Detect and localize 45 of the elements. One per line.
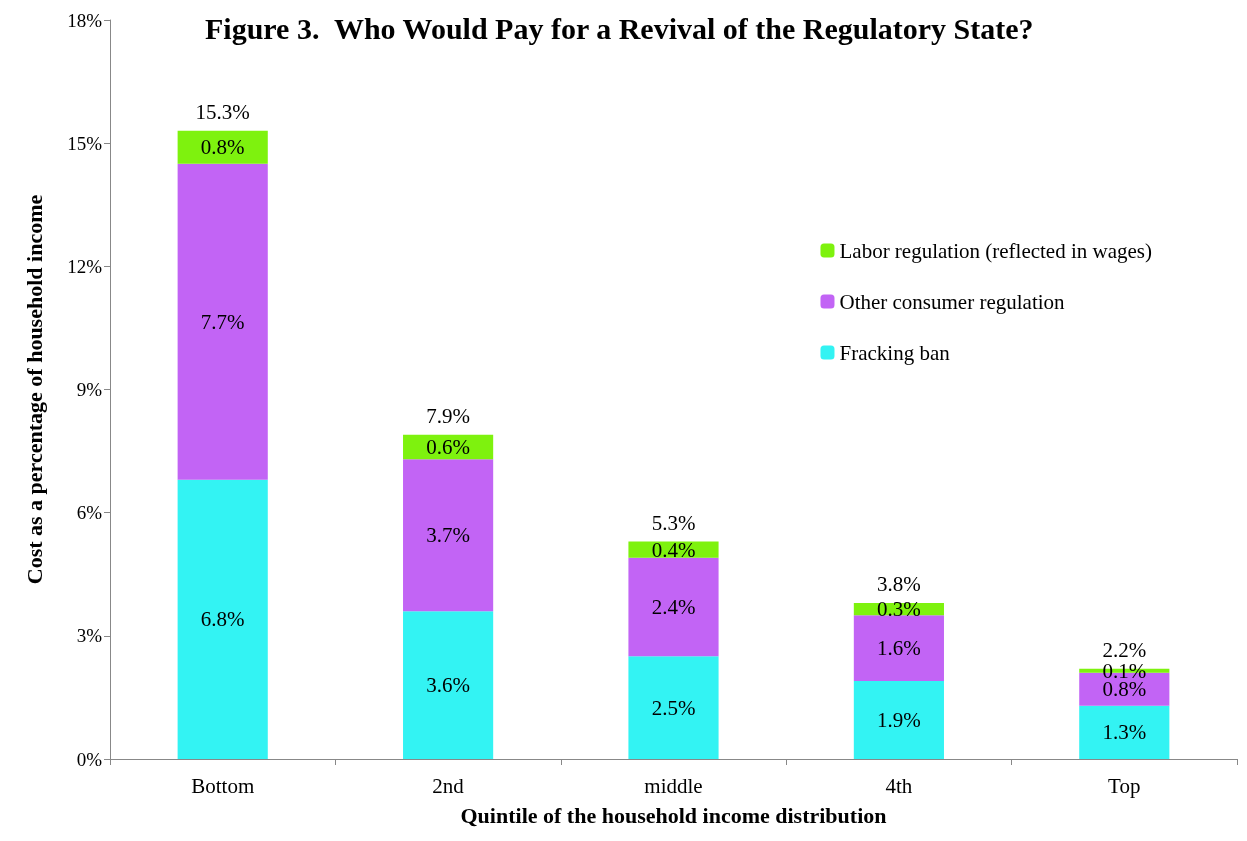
bar bbox=[177, 479, 268, 759]
legend-label: Labor regulation (reflected in wages) bbox=[839, 238, 1153, 263]
y-tick-label: 3% bbox=[76, 625, 103, 647]
x-tick-label: Bottom bbox=[191, 773, 255, 798]
bar bbox=[853, 615, 944, 681]
legend-label: Other consumer regulation bbox=[839, 289, 1066, 314]
total-label: 5.3% bbox=[651, 510, 696, 535]
data-label: 3.6% bbox=[426, 673, 470, 698]
x-axis-title: Quintile of the household income distribution bbox=[460, 802, 887, 828]
x-tick-label: 2nd bbox=[432, 773, 465, 798]
bar bbox=[177, 130, 268, 164]
bar bbox=[403, 459, 494, 612]
y-tick-label: 0% bbox=[76, 748, 103, 770]
data-label: 3.7% bbox=[426, 523, 470, 548]
x-tick-label: 4th bbox=[885, 773, 913, 798]
y-tick-label: 12% bbox=[67, 255, 103, 277]
data-label: 2.4% bbox=[651, 595, 696, 620]
data-label: 1.3% bbox=[1102, 720, 1147, 745]
x-tick-label: middle bbox=[644, 773, 703, 798]
total-label: 7.9% bbox=[426, 404, 470, 429]
chart-title: Figure 3. Who Would Pay for a Revival of the Regulatory State? bbox=[205, 11, 1034, 45]
total-label: 15.3% bbox=[195, 100, 250, 125]
bar bbox=[628, 656, 719, 759]
y-tick-label: 6% bbox=[76, 502, 103, 524]
data-label: 6.8% bbox=[200, 607, 245, 632]
bar bbox=[403, 611, 494, 759]
data-label: 2.5% bbox=[651, 695, 696, 720]
bar bbox=[1079, 705, 1170, 759]
data-label: 7.7% bbox=[200, 309, 245, 334]
data-label: 0.6% bbox=[426, 434, 470, 459]
x-tick-label: Top bbox=[1108, 773, 1141, 798]
bar bbox=[177, 163, 268, 480]
legend-label: Fracking ban bbox=[839, 340, 951, 365]
y-tick-label: 18% bbox=[67, 9, 103, 31]
data-label: 0.4% bbox=[651, 537, 696, 562]
y-tick-label: 15% bbox=[67, 132, 103, 154]
y-axis-title: Cost as a percentage of household income bbox=[21, 194, 47, 585]
data-label: 0.3% bbox=[877, 597, 921, 622]
bar bbox=[628, 557, 719, 657]
data-label: 1.9% bbox=[877, 708, 921, 732]
data-label: 1.6% bbox=[877, 636, 921, 661]
data-label: 0.8% bbox=[200, 135, 245, 160]
bar bbox=[853, 680, 944, 759]
total-label: 3.8% bbox=[877, 572, 921, 597]
y-tick-label: 9% bbox=[76, 379, 103, 400]
